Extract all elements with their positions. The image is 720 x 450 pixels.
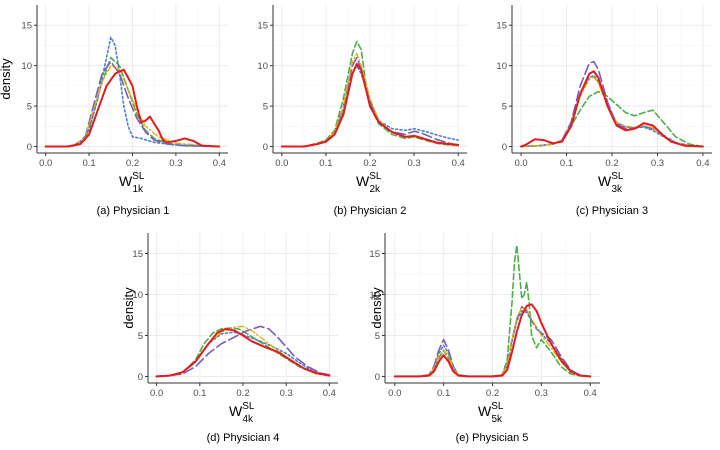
x-tick-label: 0.1 — [437, 388, 450, 399]
x-tick-label: 0.0 — [39, 158, 52, 169]
x-tick-label: 0.2 — [605, 158, 618, 169]
x-tick-label: 0.1 — [319, 158, 332, 169]
x-tick-label: 0.4 — [213, 158, 226, 169]
y-axis-title: density — [369, 287, 384, 329]
x-tick-label: 0.4 — [584, 388, 597, 399]
x-tick-label: 0.2 — [363, 158, 376, 169]
y-axis-title: density — [0, 58, 13, 100]
x-tick-label: 0.2 — [236, 388, 249, 399]
y-tick-label: 0 — [375, 372, 380, 383]
x-tick-label: 0.2 — [126, 158, 139, 169]
y-tick-label: 5 — [138, 331, 143, 342]
y-tick-label: 10 — [257, 61, 268, 72]
x-axis-title-sub: 4k — [243, 414, 255, 425]
x-axis-title-sup: SL — [132, 171, 145, 182]
y-tick-label: 10 — [496, 61, 507, 72]
x-axis-title-main: W — [119, 173, 133, 189]
y-tick-label: 15 — [496, 21, 507, 32]
x-tick-label: 0.0 — [514, 158, 527, 169]
density-line-solid — [44, 68, 221, 148]
x-axis-title-main: W — [598, 173, 612, 189]
x-axis-title-main: W — [229, 403, 243, 419]
density-line-solid — [393, 303, 592, 378]
x-axis-title: WSL — [229, 401, 255, 419]
x-axis-title-main: W — [478, 403, 492, 419]
x-tick-label: 0.0 — [150, 388, 163, 399]
density-line-solid — [520, 70, 704, 148]
x-tick-label: 0.1 — [193, 388, 206, 399]
y-tick-label: 0 — [138, 372, 143, 383]
y-tick-label: 0 — [502, 142, 507, 153]
x-tick-label: 0.3 — [535, 388, 548, 399]
density-line-solid — [280, 63, 460, 148]
x-tick-label: 0.0 — [275, 158, 288, 169]
x-tick-label: 0.3 — [280, 388, 293, 399]
density-line-dashed — [394, 244, 591, 378]
panel-caption: (c) Physician 3 — [576, 205, 648, 217]
x-axis-title-sup: SL — [242, 401, 255, 412]
y-tick-label: 15 — [257, 21, 268, 32]
y-tick-label: 10 — [132, 290, 143, 301]
panel-caption: (a) Physician 1 — [97, 205, 170, 217]
y-tick-label: 5 — [27, 102, 32, 113]
y-tick-label: 10 — [21, 61, 32, 72]
density-line-solid — [155, 327, 331, 378]
x-axis-title-sup: SL — [611, 171, 624, 182]
y-axis-title: density — [121, 287, 136, 329]
x-tick-label: 0.0 — [388, 388, 401, 399]
x-axis-title: WSL — [119, 171, 145, 189]
x-tick-label: 0.3 — [651, 158, 664, 169]
y-tick-label: 0 — [27, 142, 32, 153]
x-tick-label: 0.3 — [407, 158, 420, 169]
x-axis-title: WSL — [356, 171, 382, 189]
density-line-dotdash — [394, 306, 591, 378]
x-axis-title-sub: 1k — [133, 184, 145, 195]
panel-caption: (b) Physician 2 — [334, 205, 407, 217]
x-axis-title-sub: 3k — [612, 184, 624, 195]
x-axis-title: WSL — [598, 171, 624, 189]
y-tick-label: 0 — [263, 142, 268, 153]
x-tick-label: 0.1 — [560, 158, 573, 169]
x-axis-title-main: W — [356, 173, 370, 189]
x-tick-label: 0.4 — [323, 388, 336, 399]
y-tick-label: 15 — [132, 249, 143, 260]
density-line-longdash — [394, 306, 591, 378]
y-tick-label: 5 — [263, 102, 268, 113]
density-line-longdash — [155, 325, 331, 378]
density-line-dotdash — [155, 325, 331, 378]
panel-caption: (e) Physician 5 — [456, 432, 529, 444]
x-axis-title-sup: SL — [491, 401, 504, 412]
x-axis-title-sub: 2k — [370, 184, 382, 195]
x-tick-label: 0.3 — [169, 158, 182, 169]
x-axis-title: WSL — [478, 401, 504, 419]
x-tick-label: 0.2 — [486, 388, 499, 399]
y-tick-label: 15 — [369, 249, 380, 260]
x-tick-label: 0.4 — [696, 158, 709, 169]
x-tick-label: 0.1 — [82, 158, 95, 169]
y-tick-label: 10 — [369, 290, 380, 301]
panel-caption: (d) Physician 4 — [207, 432, 280, 444]
x-axis-title-sup: SL — [369, 171, 382, 182]
y-tick-label: 5 — [502, 102, 507, 113]
y-tick-label: 5 — [375, 331, 380, 342]
x-tick-label: 0.4 — [452, 158, 465, 169]
y-tick-label: 15 — [21, 21, 32, 32]
x-axis-title-sub: 5k — [492, 414, 504, 425]
